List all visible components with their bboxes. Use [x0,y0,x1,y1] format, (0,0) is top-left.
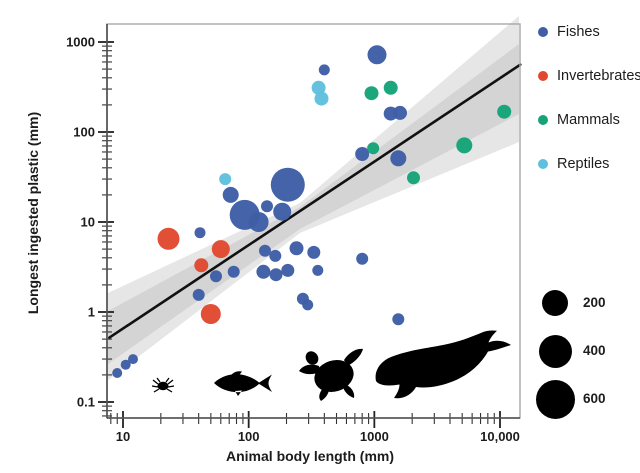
x-tick-label: 10 [116,429,130,444]
data-point [157,227,180,250]
y-tick-label: 1 [88,305,95,320]
data-point [393,105,407,120]
legend-label: Reptiles [557,156,610,172]
series-fishes [112,45,407,378]
data-point [318,64,330,76]
data-point [307,245,321,259]
data-point [211,240,230,259]
data-point [128,354,138,365]
x-axis-label: Animal body length (mm) [226,448,394,464]
data-point [273,202,292,221]
legend-label: Invertebrates [557,68,640,84]
data-points [112,45,512,378]
data-point [112,368,123,378]
data-point [222,186,239,203]
data-point [194,227,206,239]
legend-item-mammals: Mammals [538,112,620,128]
legend-dot-icon [538,27,548,37]
x-tick-label: 10,000 [480,429,520,444]
data-point [383,80,398,95]
data-point [269,249,282,262]
x-tick-label: 1000 [360,429,389,444]
data-point [269,268,283,282]
y-axis-label: Longest ingested plastic (mm) [25,112,41,314]
axis-tick-labels: 10 100 1000 10,000 0.1 1 10 100 1000 [66,35,520,445]
turtle-silhouette-icon [299,348,363,401]
series-invertebrates [157,227,230,324]
data-point [259,244,271,257]
legend-dot-icon [538,71,548,81]
y-tick-label: 100 [73,125,95,140]
confidence-band [108,16,519,380]
data-point [311,80,326,95]
data-point [356,252,369,265]
legend-dot-icon [538,115,548,125]
data-point [227,265,240,278]
data-point [200,304,221,324]
whale-silhouette-icon [375,330,511,399]
x-tick-label: 100 [238,429,260,444]
series-mammals [364,80,512,185]
fish-silhouette-icon [214,371,272,396]
data-point [497,104,512,119]
series-reptiles [219,80,329,186]
data-point [367,142,380,155]
data-point [248,212,269,232]
data-point [192,288,205,301]
legend-item-reptiles: Reptiles [538,156,609,172]
data-point [210,270,222,283]
y-tick-label: 10 [81,215,95,230]
data-point [302,299,314,311]
animal-silhouettes [151,330,511,401]
data-point [456,137,473,154]
data-point [194,258,209,273]
data-point [314,91,329,106]
legend-item-invertebrates: Invertebrates [538,68,640,84]
legend-item-fishes: Fishes [538,24,600,40]
data-point [364,86,379,101]
legend-label: Mammals [557,112,620,128]
data-point [261,200,273,213]
regression-line [108,63,522,339]
legend-dot-icon [538,159,548,169]
confidence-band-inner [108,44,519,364]
y-tick-label: 0.1 [77,395,95,410]
data-point [289,241,304,256]
data-point [390,150,407,167]
data-point [367,45,387,65]
y-tick-label: 1000 [66,35,95,50]
data-point [270,167,305,202]
legend-label: Fishes [557,24,600,40]
data-point [219,173,232,186]
data-point [281,263,295,277]
data-point [392,313,405,326]
data-point [120,359,131,370]
data-point [312,264,324,276]
data-point [355,147,370,161]
crab-silhouette-icon [151,377,175,393]
data-point [407,171,420,185]
data-point [256,264,271,279]
